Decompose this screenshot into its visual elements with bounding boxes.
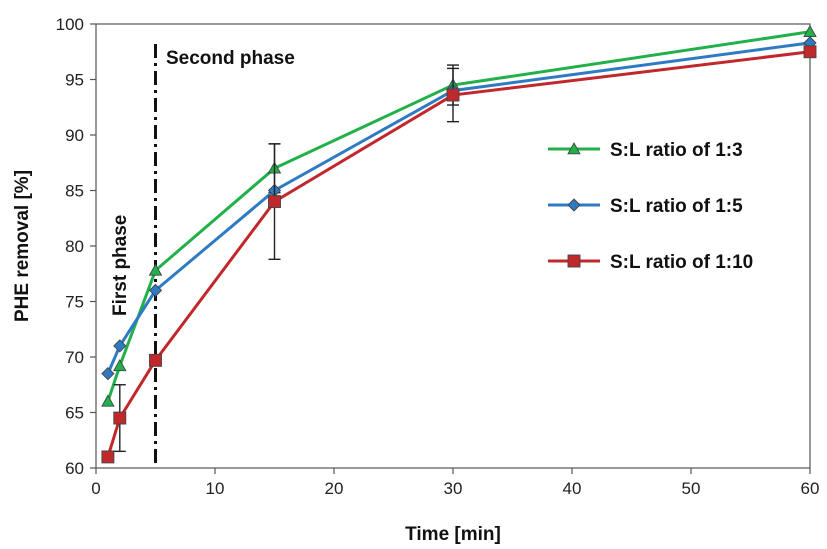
data-point xyxy=(803,45,817,59)
y-tick-label: 80 xyxy=(65,237,84,256)
data-point xyxy=(113,358,127,372)
series-line xyxy=(106,50,811,458)
first-phase-annotation: First phase xyxy=(110,215,131,316)
legend-item: S:L ratio of 1:3 xyxy=(548,140,743,161)
data-point xyxy=(268,195,281,209)
data-point xyxy=(101,367,115,381)
data-point xyxy=(148,263,163,276)
y-axis-label: PHE removal [%] xyxy=(12,170,33,322)
y-tick-label: 60 xyxy=(65,459,84,478)
data-point xyxy=(113,339,127,353)
axes: 0 10 20 30 40 50 60 60 65 70 75 80 85 90 95 100 xyxy=(56,15,820,498)
series-line xyxy=(106,30,811,402)
y-tick-label: 85 xyxy=(65,182,84,201)
series-layer xyxy=(101,24,817,464)
y-tick-label: 100 xyxy=(56,15,84,34)
data-point xyxy=(446,88,460,102)
x-tick-label: 60 xyxy=(801,479,820,498)
y-tick-label: 70 xyxy=(65,348,84,367)
x-tick-label: 50 xyxy=(682,479,701,498)
legend-marker xyxy=(567,254,581,268)
data-point xyxy=(149,353,162,367)
legend-item: S:L ratio of 1:10 xyxy=(548,252,753,273)
data-point xyxy=(148,283,163,298)
second-phase-annotation: Second phase xyxy=(166,48,295,69)
y-tick-label: 65 xyxy=(65,404,84,423)
legend-label: S:L ratio of 1:10 xyxy=(610,252,753,273)
legend-label: S:L ratio of 1:5 xyxy=(610,196,743,217)
data-point xyxy=(113,411,127,425)
legend-item: S:L ratio of 1:5 xyxy=(548,196,743,217)
data-point xyxy=(101,394,115,407)
legend: S:L ratio of 1:3 S:L ratio of 1:5 S:L rati… xyxy=(548,140,753,273)
x-tick-label: 10 xyxy=(206,479,225,498)
legend-marker xyxy=(567,142,581,155)
y-tick-label: 90 xyxy=(65,126,84,145)
x-axis-label: Time [min] xyxy=(405,524,501,545)
x-tick-label: 0 xyxy=(91,479,100,498)
legend-marker xyxy=(567,198,581,212)
x-tick-label: 30 xyxy=(444,479,463,498)
legend-label: S:L ratio of 1:3 xyxy=(610,140,743,161)
x-tick-label: 40 xyxy=(563,479,582,498)
data-point xyxy=(101,450,115,464)
y-tick-label: 95 xyxy=(65,71,84,90)
series xyxy=(101,45,817,464)
y-tick-label: 75 xyxy=(65,293,84,312)
x-tick-label: 20 xyxy=(325,479,344,498)
